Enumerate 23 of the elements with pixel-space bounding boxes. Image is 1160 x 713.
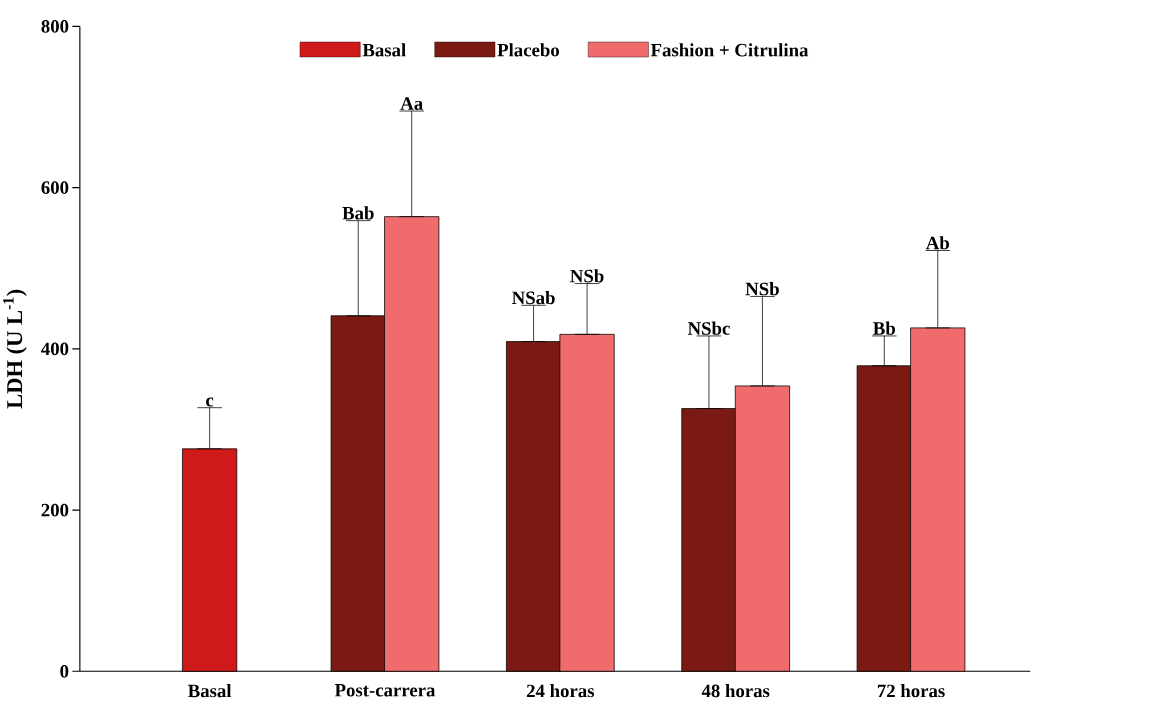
legend-label: Placebo bbox=[497, 43, 559, 57]
annotation: NSab bbox=[512, 291, 555, 305]
y-tick-label: 0 bbox=[60, 665, 69, 678]
annotation: Aa bbox=[400, 97, 423, 110]
annotation: NSb bbox=[745, 282, 779, 296]
annotation: c bbox=[206, 397, 214, 407]
y-tick-label: 600 bbox=[41, 181, 69, 195]
y-tick-label: 200 bbox=[41, 503, 69, 517]
x-tick-label: Basal bbox=[188, 684, 232, 698]
x-tick-label: 48 horas bbox=[701, 684, 770, 698]
annotation: NSb bbox=[570, 269, 604, 283]
x-tick-label: 72 horas bbox=[877, 684, 945, 698]
legend-label: Fashion + Citrulina bbox=[650, 43, 809, 57]
y-tick-label: 400 bbox=[41, 342, 69, 356]
annotation: NSbc bbox=[687, 321, 730, 335]
y-axis-title: LDH (U L$^{-1}$) bbox=[3, 289, 27, 409]
y-tick-label: 800 bbox=[41, 20, 69, 33]
annotation: Bab bbox=[342, 206, 374, 220]
x-tick-label: Post-carrera bbox=[334, 684, 436, 697]
annotation: Bb bbox=[873, 321, 896, 335]
annotation: Ab bbox=[925, 236, 950, 250]
x-tick-label: 24 horas bbox=[526, 684, 595, 698]
legend-label: Basal bbox=[362, 43, 406, 57]
